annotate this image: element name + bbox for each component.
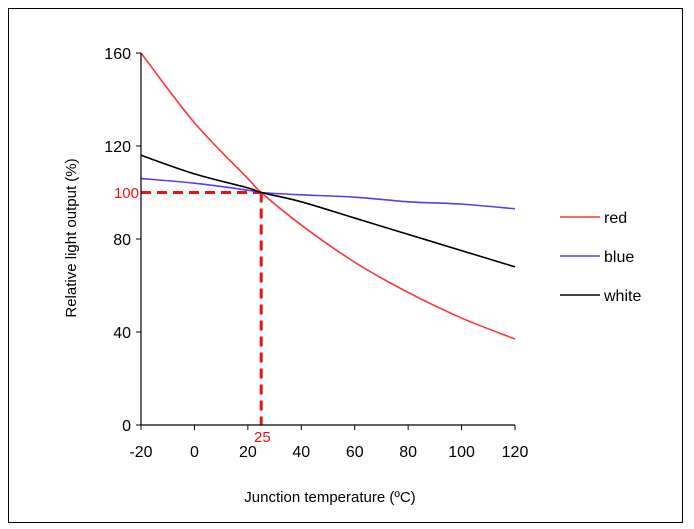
reference-y-label: 100 [114, 185, 139, 202]
x-tick-label: 100 [448, 444, 475, 461]
x-tick-label: 80 [399, 444, 417, 461]
y-tick-label: 80 [113, 232, 131, 249]
series-line-red [140, 52, 516, 340]
x-tick-label: 120 [502, 444, 529, 461]
y-tick-label: 0 [122, 418, 131, 435]
reference-x-label: 25 [254, 429, 271, 446]
x-tick-label: 40 [292, 444, 310, 461]
chart-frame [8, 8, 683, 523]
y-tick-label: 40 [113, 325, 131, 342]
reference-lines [141, 191, 263, 425]
series-lines [140, 52, 516, 340]
legend-label-white: white [603, 288, 641, 305]
x-tick-label: 0 [190, 444, 199, 461]
y-tick-label: 120 [104, 139, 131, 156]
x-tick-label: 20 [239, 444, 257, 461]
legend-label-red: red [604, 210, 627, 227]
legend: red blue white [560, 210, 641, 305]
tick-labels: -20 0 20 40 60 80 100 120 0 40 80 120 160 [104, 46, 528, 461]
axes [136, 52, 516, 430]
legend-label-blue: blue [604, 249, 634, 266]
x-tick-label: -20 [129, 444, 152, 461]
x-tick-label: 60 [346, 444, 364, 461]
x-axis-title: Junction temperature (ºC) [244, 489, 415, 506]
y-axis-title: Relative light output (%) [63, 158, 80, 317]
series-line-white [140, 154, 516, 268]
series-line-blue [140, 177, 516, 210]
y-tick-label: 160 [104, 46, 131, 63]
